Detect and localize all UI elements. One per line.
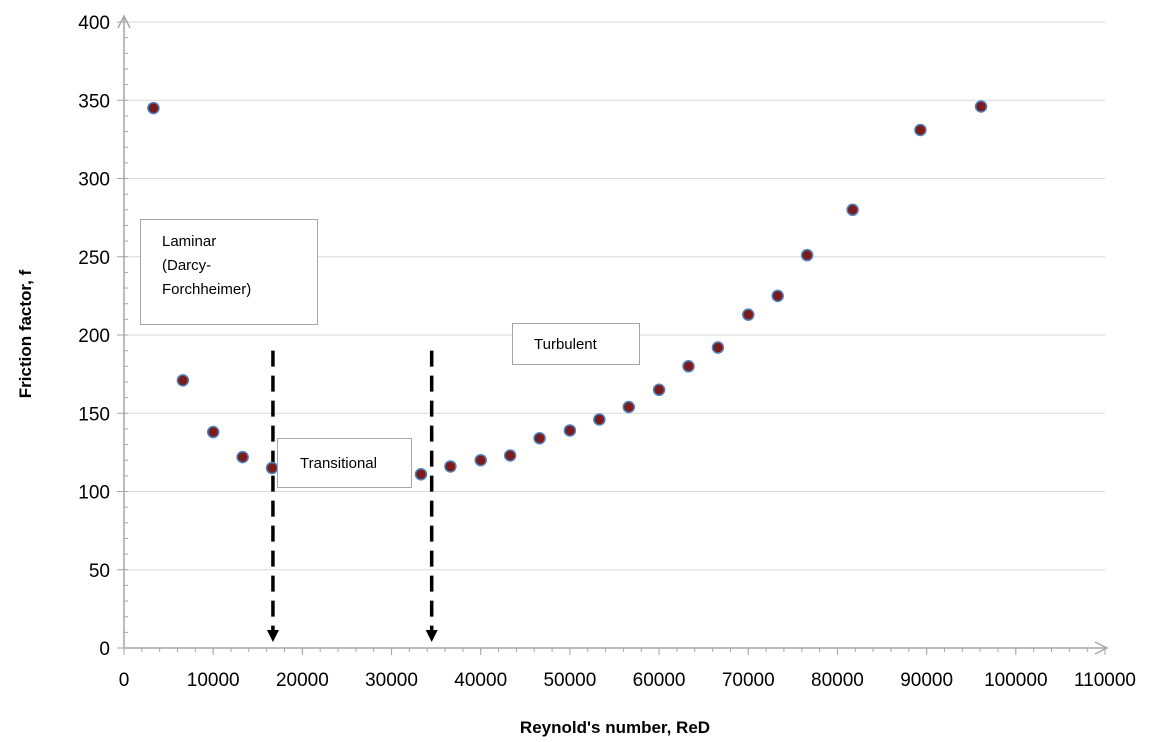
data-point [846,203,859,217]
data-point [147,101,160,115]
y-axis-title: Friction factor, f [16,269,35,398]
laminar-line-2: (Darcy- [162,257,212,274]
axes [117,14,1109,655]
data-point [800,248,814,262]
data-point [914,123,927,137]
boundary-arrowhead [425,630,438,642]
y-tick-label: 200 [78,326,110,347]
data-point [265,461,279,475]
y-tick-label: 400 [78,13,110,34]
data-point [771,289,784,303]
y-axis-arrowhead [117,14,131,29]
x-tick-label: 100000 [984,670,1047,691]
x-tick-label: 50000 [543,670,596,691]
y-tick-label: 100 [78,483,110,504]
data-point [682,360,695,373]
transitional-label: Transitional [300,455,377,472]
data-point [652,383,666,397]
x-tick-label: 10000 [187,670,240,691]
data-point [533,432,546,445]
laminar-line-1: Laminar [162,233,217,250]
transitional-annotation: Transitional [277,438,412,488]
laminar-line-3: Forchheimer) [162,281,252,298]
data-point [176,374,190,387]
x-tick-label: 90000 [900,670,953,691]
x-tick-label: 0 [119,670,130,691]
tick-labels: 0 50 100 150 200 250 300 350 400 0 10000 20000 30000… [78,13,1136,691]
y-tick-label: 350 [78,91,110,112]
data-point [236,450,249,464]
x-axis-title: Reynold's number, ReD [520,718,710,737]
x-tick-label: 30000 [365,670,418,691]
y-tick-label: 250 [78,248,110,269]
turbulent-label: Turbulent [534,336,597,353]
data-point [444,460,457,473]
x-axis-arrowhead [1094,641,1109,655]
x-tick-label: 110000 [1074,670,1136,691]
laminar-annotation: Laminar (Darcy- Forchheimer) [140,219,318,325]
boundary-arrowhead [266,630,279,642]
data-point [622,400,636,414]
x-tick-label: 40000 [454,670,507,691]
x-tick-label: 70000 [722,670,775,691]
data-point [414,468,428,481]
data-point [563,424,577,437]
data-point [206,425,220,439]
data-point [593,413,606,426]
boundary-lines [266,350,438,642]
turbulent-annotation: Turbulent [512,323,640,365]
data-point [503,449,517,462]
y-tick-label: 0 [99,639,110,660]
data-point [974,100,988,113]
y-tick-label: 150 [78,404,110,425]
y-tick-label: 50 [89,561,110,582]
data-point [711,341,725,354]
data-point [742,308,755,321]
x-tick-label: 80000 [811,670,864,691]
x-tick-label: 20000 [276,670,329,691]
data-point [474,453,487,467]
y-tick-label: 300 [78,170,110,191]
x-tick-label: 60000 [633,670,686,691]
